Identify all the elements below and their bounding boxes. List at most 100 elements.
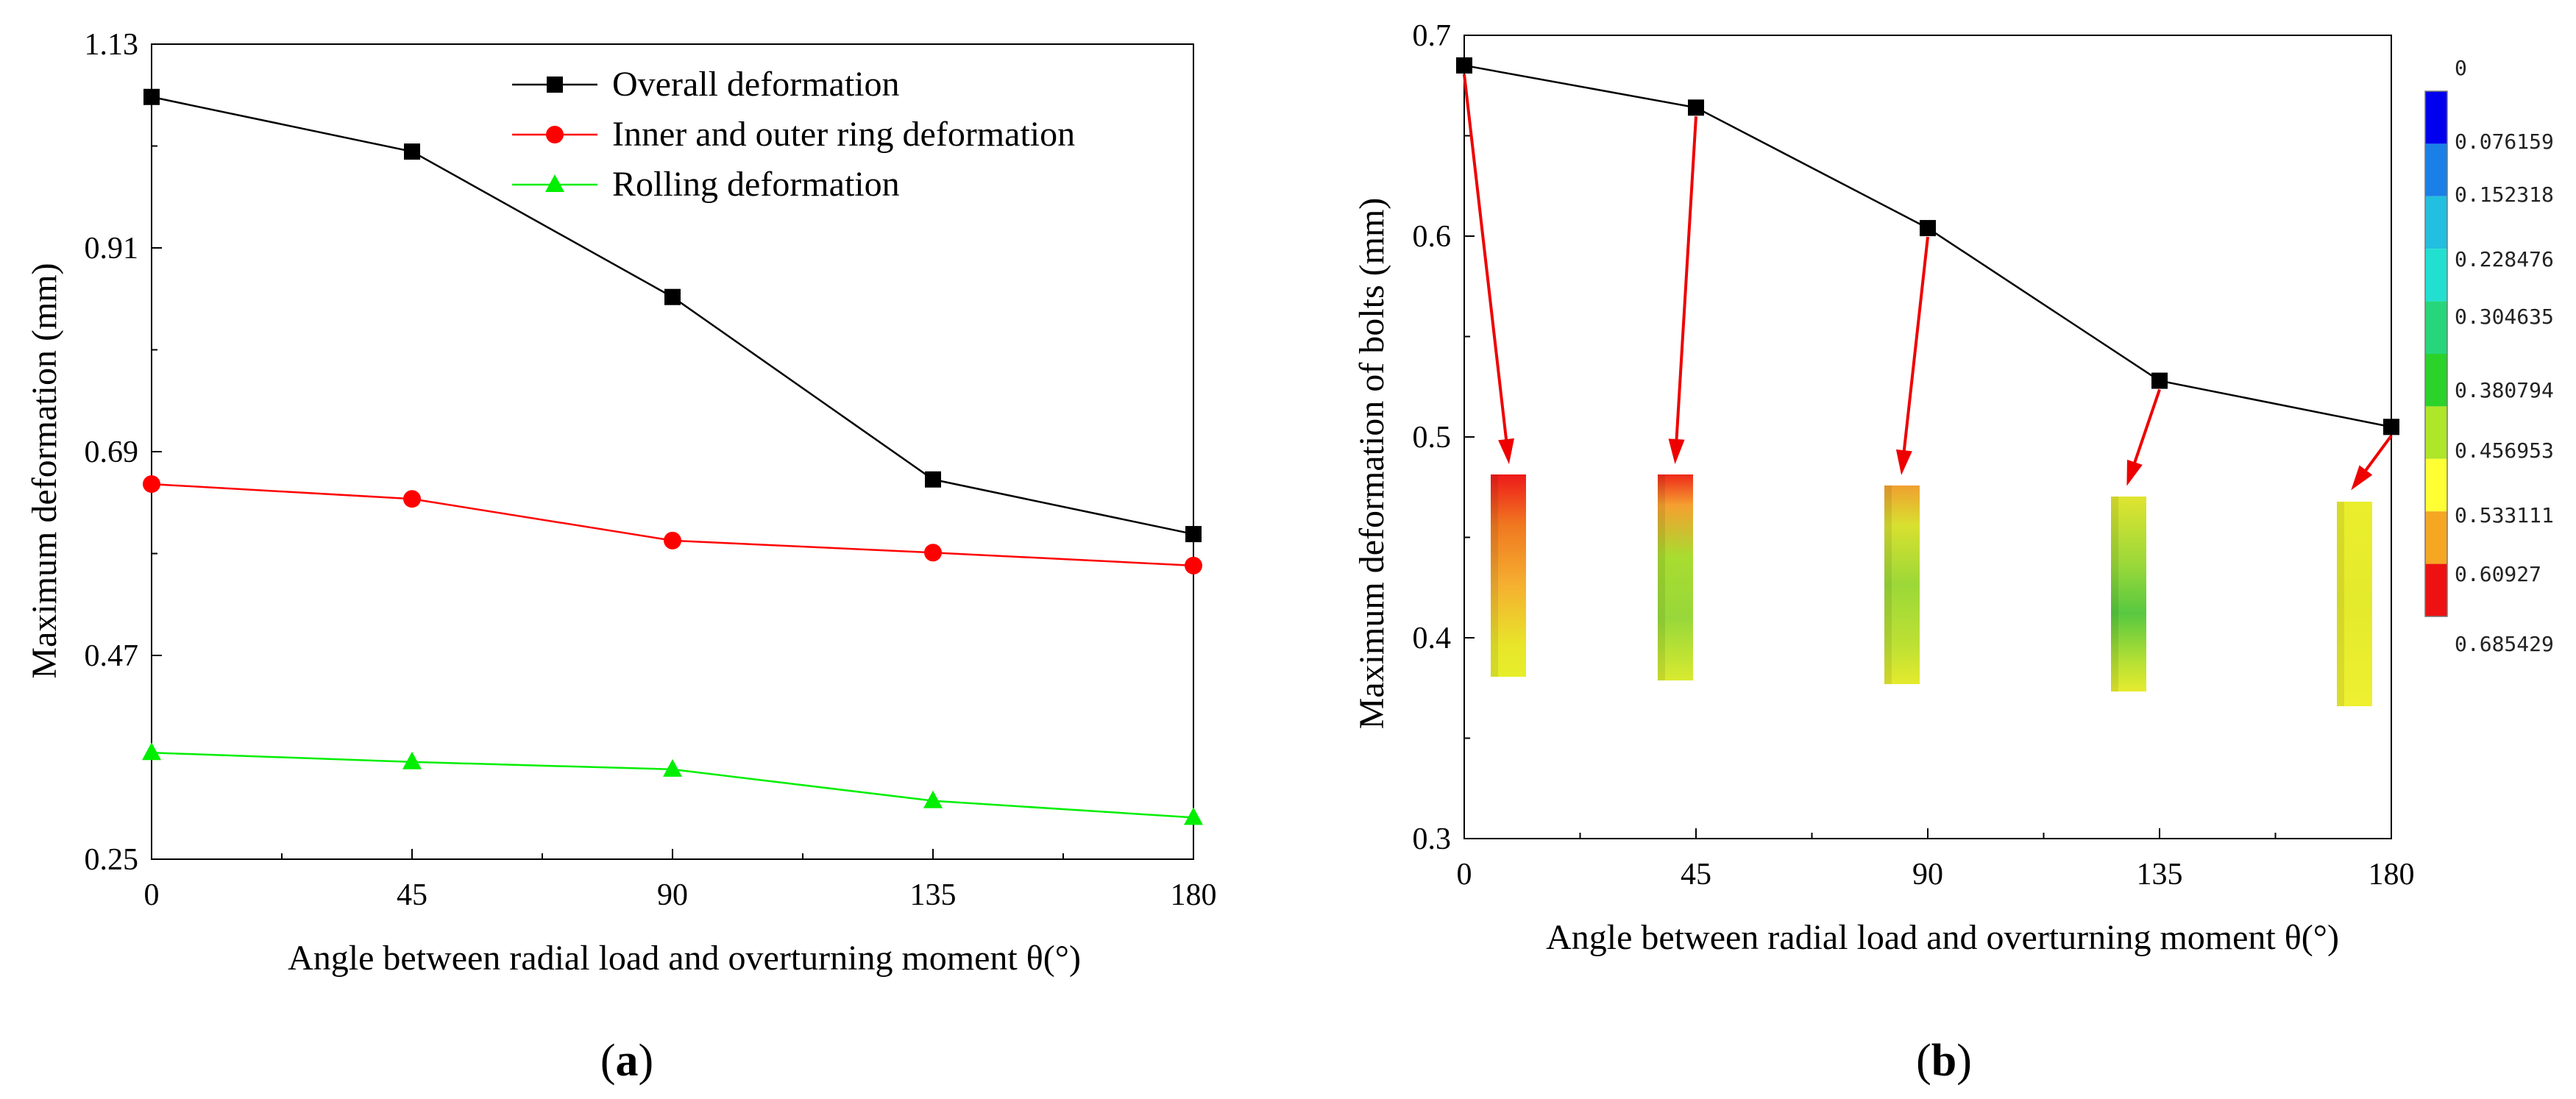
data-point xyxy=(2151,372,2168,389)
chart-a-y-tick-label: 0.69 xyxy=(85,435,139,469)
legend-entry-ring: Inner and outer ring deformation xyxy=(612,115,1075,154)
chart-a-y-axis-title: Maximum deformation (mm) xyxy=(25,263,64,678)
chart-a: 0 45 90 135 180 0.25 0.47 0.69 0.91 1.13 Overall … xyxy=(25,28,1217,1086)
data-point xyxy=(1184,807,1203,825)
data-point xyxy=(664,531,681,550)
data-point xyxy=(1185,526,1202,543)
chart-a-legend: Overall deformation Inner and outer ring… xyxy=(512,65,1075,204)
chart-a-x-axis-title: Angle between radial load and overturnin… xyxy=(288,939,1081,978)
chart-b-frame: 0 45 90 135 180 0.3 0.4 0.5 0.6 0.7 xyxy=(1413,19,2415,892)
legend-keys xyxy=(512,77,597,192)
data-point xyxy=(924,544,942,562)
chart-b: 0 45 90 135 180 0.3 0.4 0.5 0.6 0.7 0 0.076159 0.15… xyxy=(1352,19,2554,1086)
colorbar-segment xyxy=(2425,354,2447,407)
chart-b-x-tick-label: 0 xyxy=(1457,858,1472,892)
chart-b-y-tick-label: 0.4 xyxy=(1413,622,1452,655)
data-point xyxy=(664,288,681,305)
chart-a-frame: 0 45 90 135 180 0.25 0.47 0.69 0.91 1.13 xyxy=(85,28,1217,912)
colorbar-label: 0 xyxy=(2455,56,2467,80)
chart-b-x-axis-title: Angle between radial load and overturnin… xyxy=(1546,918,2339,957)
data-point xyxy=(1185,556,1202,575)
pointer-arrow-shaft xyxy=(1901,236,1929,470)
data-point xyxy=(403,490,421,508)
pointer-arrow-head xyxy=(2351,465,2373,491)
colorbar-segment xyxy=(2425,91,2447,144)
chart-a-y-tick-label: 0.47 xyxy=(85,639,139,673)
chart-b-y-tick-label: 0.6 xyxy=(1413,220,1452,254)
chart-a-y-tick-label: 0.25 xyxy=(85,843,139,877)
data-point xyxy=(404,143,420,160)
colorbar-label: 0.152318 xyxy=(2455,182,2554,207)
colorbar-segment xyxy=(2425,301,2447,354)
colorbar-label: 0.304635 xyxy=(2455,305,2554,329)
data-point xyxy=(2383,419,2399,435)
data-point xyxy=(1456,57,1472,74)
bolt-inset xyxy=(1491,474,1526,677)
legend-entry-rolling: Rolling deformation xyxy=(612,165,900,204)
chart-b-x-tick-label: 180 xyxy=(2369,858,2415,892)
series-line-1 xyxy=(151,483,1194,567)
chart-a-panel-label: (a) xyxy=(600,1036,653,1086)
bolt-inset-shading xyxy=(1491,474,1498,677)
series-line-0 xyxy=(151,96,1194,536)
colorbar-label: 0.533111 xyxy=(2455,503,2554,527)
chart-a-x-tick-label: 135 xyxy=(910,878,957,912)
chart-b-markers xyxy=(1456,57,2399,435)
data-point xyxy=(143,475,160,494)
chart-b-x-tick-label: 90 xyxy=(1912,858,1943,892)
colorbar-segment xyxy=(2425,511,2447,564)
bolt-pointer-arrows xyxy=(1463,74,2393,491)
bolt-inset xyxy=(1884,486,1920,684)
bolt-inset-shading xyxy=(2111,497,2118,691)
pointer-arrow-shaft xyxy=(1674,116,1697,459)
colorbar-segment xyxy=(2425,563,2447,616)
chart-a-y-tick-label: 1.13 xyxy=(85,28,139,62)
data-point xyxy=(663,758,682,777)
chart-a-series-lines xyxy=(151,96,1194,819)
legend-key-marker xyxy=(547,77,563,93)
bolt-inset-shading xyxy=(1884,486,1892,684)
legend-key-marker xyxy=(546,126,564,143)
chart-b-y-tick-label: 0.5 xyxy=(1413,421,1452,455)
pointer-arrow-head xyxy=(1668,438,1685,464)
data-point xyxy=(925,471,941,488)
chart-b-y-tick-label: 0.3 xyxy=(1413,822,1452,856)
bolt-contour-insets xyxy=(1491,474,2372,706)
chart-a-x-tick-label: 0 xyxy=(144,878,160,912)
chart-a-x-tick-label: 45 xyxy=(397,878,427,912)
pointer-arrow-head xyxy=(1498,438,1514,464)
bolt-inset xyxy=(1658,474,1693,680)
data-point xyxy=(143,88,160,105)
colorbar-segment xyxy=(2425,458,2447,512)
chart-a-y-tick-label: 0.91 xyxy=(85,232,139,266)
chart-b-y-axis-title: Maximum deformation of bolts (mm) xyxy=(1352,198,1391,730)
chart-b-plot-frame xyxy=(1463,35,2392,839)
data-point xyxy=(142,742,161,761)
legend-entry-overall: Overall deformation xyxy=(612,65,900,104)
data-point xyxy=(1688,99,1704,116)
legend-key-marker xyxy=(545,174,564,192)
chart-b-x-tick-label: 45 xyxy=(1681,858,1711,892)
chart-b-panel-letter: b xyxy=(1931,1036,1956,1086)
colorbar-label: 0.380794 xyxy=(2455,378,2554,402)
colorbar-frame xyxy=(2424,90,2448,617)
colorbar-label: 0.60927 xyxy=(2455,562,2541,586)
colorbar-label: 0.228476 xyxy=(2455,247,2554,271)
chart-a-panel-letter: a xyxy=(616,1036,639,1086)
pointer-arrow-shaft xyxy=(1463,74,1510,459)
colorbar-segment xyxy=(2425,406,2447,459)
chart-a-x-tick-label: 90 xyxy=(657,878,688,912)
bolt-inset xyxy=(2111,497,2146,691)
pointer-arrow-head xyxy=(1895,449,1912,475)
bolt-inset-shading xyxy=(2337,502,2344,706)
data-point xyxy=(1920,220,1936,237)
data-point xyxy=(923,790,943,808)
chart-a-markers xyxy=(142,88,1203,825)
colorbar-segment xyxy=(2425,196,2447,249)
data-point xyxy=(402,751,422,769)
colorbar-segment xyxy=(2425,249,2447,302)
colorbar-label: 0.456953 xyxy=(2455,438,2554,463)
bolt-inset-shading xyxy=(1658,474,1665,680)
colorbar-label: 0.076159 xyxy=(2455,129,2554,154)
